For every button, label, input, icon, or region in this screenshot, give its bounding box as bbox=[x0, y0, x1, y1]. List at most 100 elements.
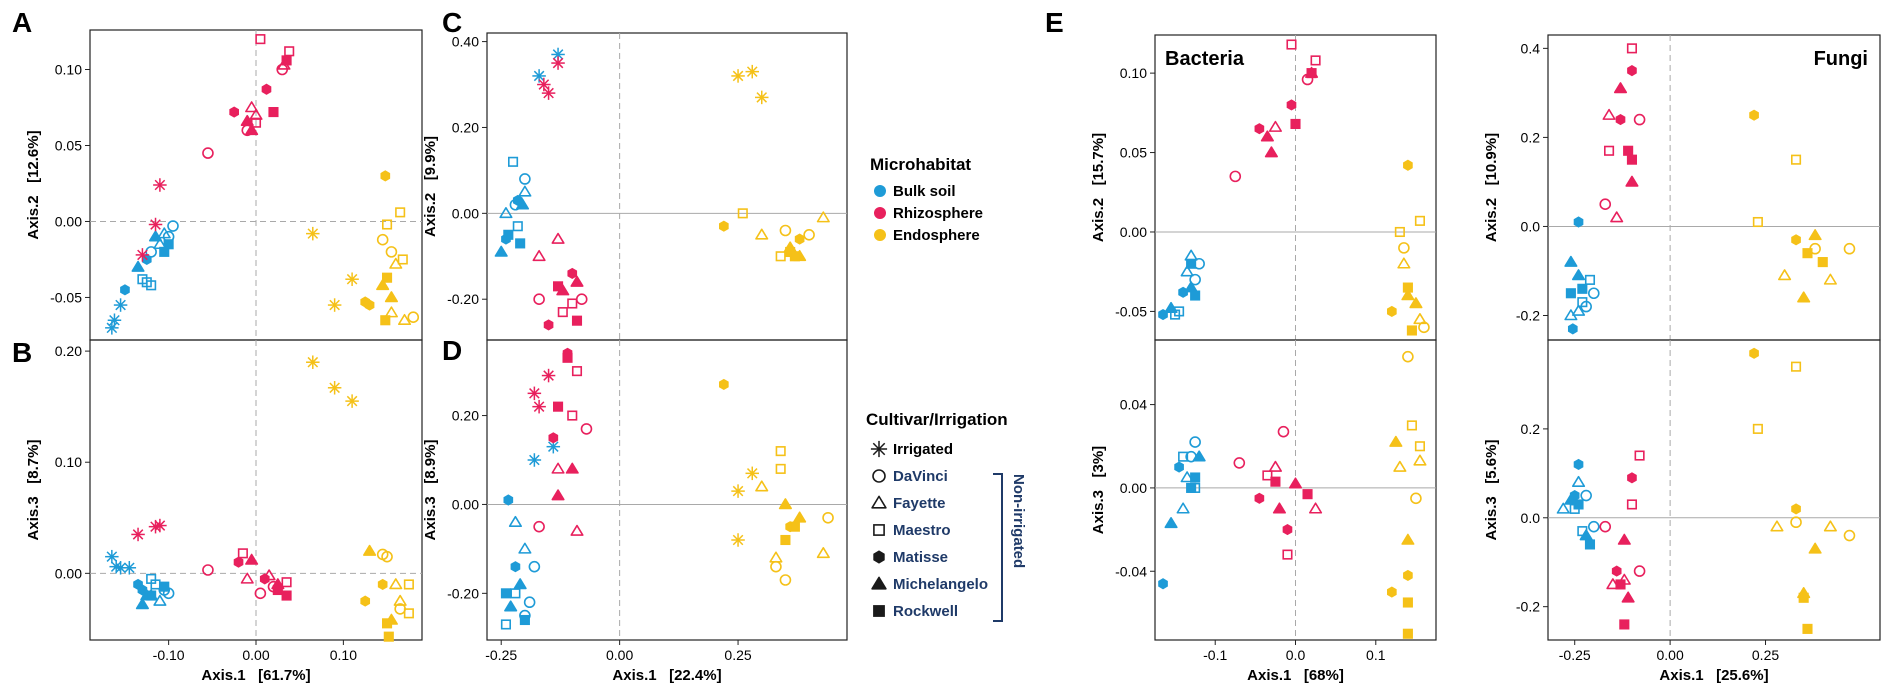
data-point-rhizo-sq bbox=[1626, 499, 1638, 510]
data-point-bulk-sq bbox=[512, 221, 523, 232]
data-point-endo-hex bbox=[377, 578, 388, 591]
data-points bbox=[500, 347, 834, 630]
y-tick-label: -0.20 bbox=[447, 585, 479, 601]
data-point-bulk-ast bbox=[109, 559, 123, 574]
data-point-bulk-tri bbox=[1180, 471, 1194, 483]
data-point-rhizo-ast bbox=[527, 386, 542, 401]
data-point-endo-ftri bbox=[778, 498, 792, 510]
y-tick-label: -0.04 bbox=[1115, 563, 1147, 579]
data-point-rhizo-circ bbox=[1599, 198, 1612, 210]
y-tick-label: 0.00 bbox=[55, 213, 82, 229]
data-point-endo-tri bbox=[755, 228, 769, 240]
legend-cultivar-matisse: Matisse bbox=[873, 549, 948, 566]
data-point-rhizo-ast bbox=[541, 368, 556, 383]
data-point-endo-sq bbox=[403, 579, 414, 590]
data-point-bulk-sq bbox=[137, 274, 148, 285]
data-point-rhizo-hex bbox=[567, 267, 578, 280]
data-point-rhizo-sq bbox=[557, 307, 568, 318]
panel-label: A bbox=[12, 7, 32, 38]
y-tick-label: 0.00 bbox=[55, 565, 82, 581]
legend-cultivar-label: Matisse bbox=[893, 549, 948, 566]
x-tick-label: -0.1 bbox=[1203, 647, 1227, 663]
data-points bbox=[1564, 43, 1856, 335]
y-axis-label: Axis.3 [8.7%] bbox=[25, 440, 42, 541]
data-point-rhizo-hex bbox=[1254, 492, 1265, 504]
panel-e3: -0.04 0.00 0.04 -0.1 0.0 0.1 Axis.1 [68%] Axis.… bbox=[1090, 339, 1437, 684]
legend-item-endo: Endosphere bbox=[874, 227, 980, 244]
x-tick-label: 0.00 bbox=[606, 647, 633, 663]
y-tick-label: 0.0 bbox=[1521, 510, 1541, 526]
data-point-bulk-sq bbox=[510, 588, 521, 599]
y-axis-label: Axis.2 [12.6%] bbox=[25, 130, 42, 239]
data-point-endo-tri bbox=[1823, 273, 1837, 285]
data-point-endo-fsq bbox=[1406, 325, 1417, 336]
data-point-bulk-hex bbox=[1573, 216, 1584, 228]
data-point-endo-ftri bbox=[1808, 229, 1822, 241]
y-tick-label: -0.05 bbox=[50, 289, 82, 305]
data-point-rhizo-tri bbox=[1602, 108, 1616, 120]
data-point-endo-ast bbox=[327, 381, 342, 395]
legend-endo-swatch bbox=[874, 229, 886, 241]
data-point-rhizo-circ bbox=[254, 587, 267, 600]
data-point-endo-hex bbox=[719, 378, 729, 391]
data-point-rhizo-sq bbox=[1626, 43, 1638, 54]
data-point-bulk-tri bbox=[153, 594, 167, 606]
data-point-endo-hex bbox=[719, 220, 729, 232]
y-tick-label: -0.2 bbox=[1516, 599, 1540, 615]
data-point-endo-ftri bbox=[1401, 289, 1415, 301]
legend-hexagon-icon bbox=[873, 550, 885, 564]
y-tick-label: 0.2 bbox=[1521, 129, 1541, 145]
data-point-bulk-fsq bbox=[1573, 499, 1584, 510]
y-tick-label: 0.10 bbox=[55, 62, 82, 78]
data-point-rhizo-ftri bbox=[1621, 591, 1635, 603]
data-point-bulk-hex bbox=[1158, 578, 1168, 590]
data-point-bulk-circ bbox=[1587, 287, 1600, 300]
data-point-endo-fsq bbox=[1402, 597, 1413, 608]
data-point-bulk-fsq bbox=[500, 588, 511, 599]
data-point-endo-tri bbox=[1778, 269, 1792, 281]
data-point-endo-circ bbox=[1843, 529, 1856, 542]
data-point-endo-ftri bbox=[1401, 533, 1415, 545]
data-point-rhizo-ftri bbox=[1272, 502, 1286, 514]
data-point-endo-circ bbox=[803, 229, 815, 241]
data-point-rhizo-tri bbox=[245, 101, 259, 113]
data-point-endo-ast bbox=[731, 484, 745, 498]
data-point-endo-tri bbox=[1393, 460, 1407, 472]
panel-label: D bbox=[442, 335, 462, 366]
legend-cultivar-irrigated: Irrigated bbox=[870, 440, 953, 458]
data-point-endo-tri bbox=[1770, 520, 1784, 532]
data-point-bulk-hex bbox=[1573, 458, 1584, 471]
legend-cultivar-label: Rockwell bbox=[893, 603, 958, 620]
data-point-endo-circ bbox=[779, 574, 792, 586]
data-point-rhizo-sq bbox=[571, 366, 583, 377]
data-point-endo-fsq bbox=[1817, 257, 1828, 268]
legend-rhizo-swatch bbox=[874, 207, 886, 219]
data-point-rhizo-hex bbox=[548, 432, 559, 444]
data-point-endo-hex bbox=[1791, 503, 1801, 515]
data-point-endo-tri bbox=[755, 480, 769, 492]
legend: Microhabitat Bulk soil Rhizosphere Endos… bbox=[866, 155, 1027, 622]
data-point-endo-ast bbox=[731, 533, 745, 547]
data-point-bulk-circ bbox=[1587, 520, 1600, 533]
panel-e4: -0.2 0.0 0.2 -0.25 0.00 0.25 Axis.1 [25.6%] Axi… bbox=[1483, 339, 1881, 684]
data-point-rhizo-fsq bbox=[272, 584, 283, 596]
legend-square-icon bbox=[873, 524, 885, 536]
x-tick-label: -0.10 bbox=[153, 647, 185, 663]
data-point-endo-hex bbox=[1791, 234, 1801, 246]
data-point-bulk-fsq bbox=[159, 581, 170, 592]
data-point-rhizo-hex bbox=[1615, 114, 1626, 126]
legend-cultivar-label: Irrigated bbox=[893, 441, 953, 458]
data-point-endo-fsq bbox=[780, 534, 791, 546]
data-point-rhizo-hex bbox=[1627, 65, 1637, 77]
data-point-bulk-hex bbox=[1567, 323, 1578, 335]
data-point-bulk-sq bbox=[1584, 274, 1596, 285]
legend-cultivar-davinci: DaVinci bbox=[872, 468, 948, 485]
data-point-endo-sq bbox=[1790, 361, 1802, 372]
data-point-rhizo-ftri bbox=[1625, 175, 1639, 187]
data-point-bulk-fsq bbox=[1577, 283, 1588, 294]
data-point-endo-hex bbox=[360, 296, 371, 308]
data-point-bulk-circ bbox=[519, 173, 531, 185]
data-point-bulk-tri bbox=[499, 207, 513, 219]
legend-triangle-icon bbox=[871, 495, 887, 509]
x-tick-label: -0.25 bbox=[485, 647, 517, 663]
